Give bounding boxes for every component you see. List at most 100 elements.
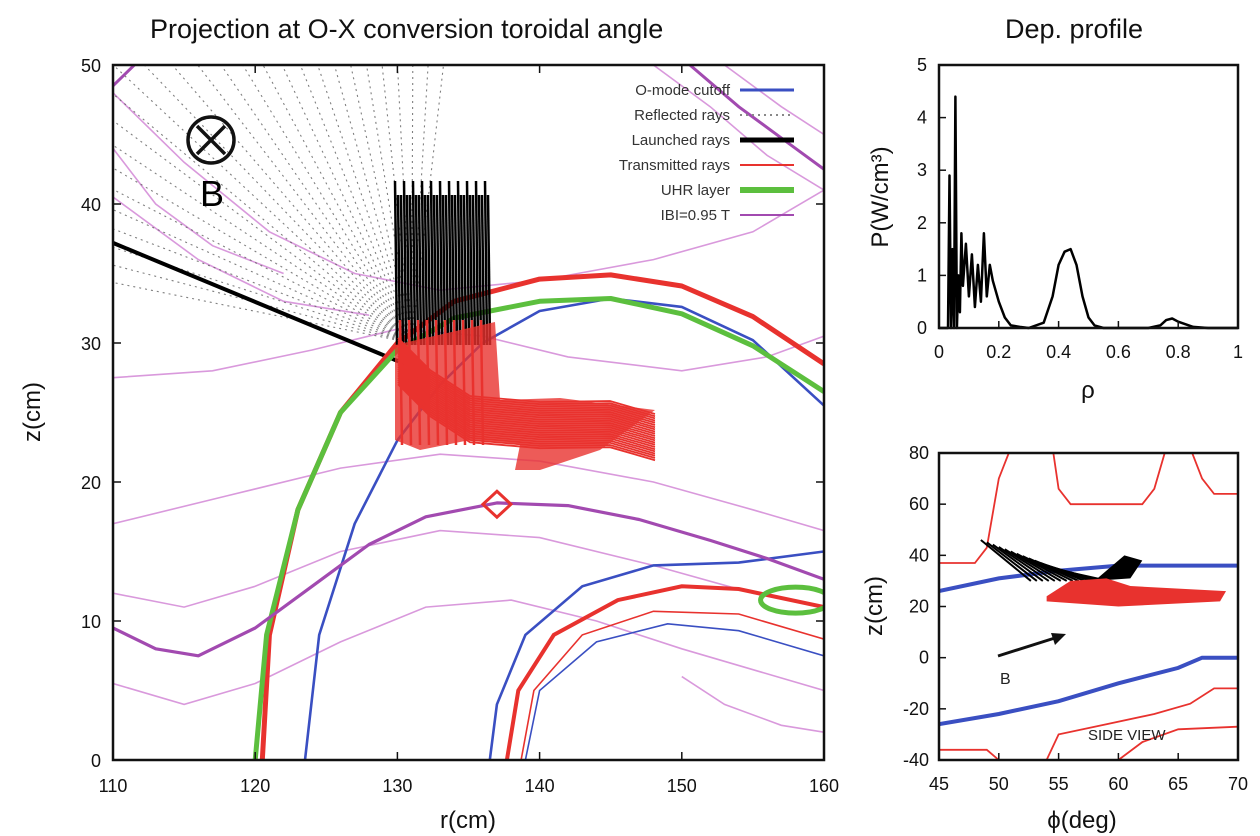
side-b-arrow <box>997 633 1066 658</box>
launched-ray <box>459 194 465 346</box>
launched-rays-bundle <box>393 180 492 346</box>
side-x-tick-label: 50 <box>989 774 1009 794</box>
reflected-ray <box>281 65 413 344</box>
dep-profile-plot: 0 0.2 0.4 0.6 0.8 1 0 1 2 3 4 5 ρ P(W/cm³) <box>867 55 1243 404</box>
launched-ray <box>420 180 426 346</box>
launched-ray <box>471 194 477 346</box>
side-wall-contour <box>939 453 1010 564</box>
reflected-ray <box>113 246 412 344</box>
launched-ray <box>462 194 468 346</box>
side-b-label: B <box>1000 671 1011 688</box>
side-x-tick-label: 60 <box>1108 774 1128 794</box>
reflected-ray <box>113 119 412 344</box>
side-launched-ray <box>992 543 1044 582</box>
legend-label: Reflected rays <box>634 107 730 124</box>
side-y-tick-label: 60 <box>909 494 929 514</box>
side-cutoff-line <box>939 563 1238 594</box>
dep-profile-title: Dep. profile <box>1005 14 1144 44</box>
main-plot-title: Projection at O-X conversion toroidal an… <box>150 14 664 44</box>
side-view-annotation: SIDE VIEW <box>1088 727 1166 744</box>
main-plot-frame <box>111 63 826 762</box>
transmitted-rays-bundle <box>395 319 656 470</box>
reflected-ray <box>113 188 412 344</box>
side-launched-ray <box>980 539 1032 582</box>
reflected-ray <box>262 65 413 344</box>
launched-ray <box>450 194 456 346</box>
launched-ray <box>477 194 483 346</box>
side-launched-rays-fill <box>1094 555 1143 581</box>
side-y-tick-label: 0 <box>919 648 929 668</box>
launched-ray <box>438 180 444 346</box>
main-y-tick-label: 20 <box>81 473 101 493</box>
reflected-ray <box>396 65 413 344</box>
flux-contour-line <box>724 65 824 136</box>
b-field-label: B <box>200 173 224 214</box>
main-y-tick-label: 30 <box>81 334 101 354</box>
dep-x-tick-label: 1 <box>1233 342 1243 362</box>
launched-ray <box>402 180 408 346</box>
launched-ray <box>426 194 432 346</box>
side-view-plot: 45 50 55 60 65 70 -40 -20 0 20 40 60 80 ϕ(deg) z(cm)… <box>861 443 1248 834</box>
launched-ray <box>405 194 411 346</box>
flux-contour-line <box>113 147 284 275</box>
dep-x-tick-label: 0.8 <box>1166 342 1191 362</box>
launched-ray <box>435 194 441 346</box>
main-x-axis-label: r(cm) <box>440 807 496 834</box>
side-y-axis-label: z(cm) <box>861 576 888 636</box>
side-y-tick-label: -40 <box>903 750 929 770</box>
main-x-tick-label: 160 <box>809 776 839 796</box>
side-wall-contour <box>1117 725 1238 760</box>
reflected-ray <box>171 65 413 344</box>
reflected-ray <box>113 93 412 344</box>
side-wall-contour <box>1045 687 1238 760</box>
dep-x-tick-label: 0.6 <box>1106 342 1131 362</box>
o-x-conversion-marker <box>480 489 514 520</box>
dep-y-tick-label: 1 <box>917 265 927 285</box>
main-x-tick-label: 150 <box>667 776 697 796</box>
main-x-tick-label: 120 <box>240 776 270 796</box>
side-x-axis-label: ϕ(deg) <box>1047 807 1116 834</box>
side-x-tick-label: 65 <box>1168 774 1188 794</box>
legend-label: Transmitted rays <box>619 157 730 174</box>
dep-x-axis-label: ρ <box>1081 377 1095 404</box>
dep-x-tick-label: 0.2 <box>986 342 1011 362</box>
launched-ray <box>444 194 450 346</box>
launched-ray <box>417 194 423 346</box>
o-mode-cutoff-inner-2 <box>524 622 824 760</box>
side-y-tick-label: -20 <box>903 699 929 719</box>
reflected-ray <box>113 65 412 344</box>
main-x-tick-label: 130 <box>382 776 412 796</box>
main-y-tick-label: 10 <box>81 612 101 632</box>
transmitted-inner-contour <box>504 584 824 760</box>
launched-ray <box>465 180 471 346</box>
side-x-tick-label: 45 <box>929 774 949 794</box>
dep-plot-frame <box>937 63 1240 330</box>
main-x-tick-label: 110 <box>99 776 128 796</box>
b-field-into-page-symbol <box>186 115 236 165</box>
reflected-ray <box>411 65 429 344</box>
main-x-tick-label: 140 <box>525 776 555 796</box>
launched-ray-line <box>113 241 406 366</box>
side-launched-ray <box>1004 548 1056 582</box>
launched-ray <box>423 194 429 346</box>
launched-ray <box>447 180 453 346</box>
main-legend: O-mode cutoff Reflected rays Launched rays… <box>619 82 794 224</box>
side-transmitted-rays <box>1046 578 1227 607</box>
launched-ray <box>468 194 474 346</box>
reflected-ray <box>220 65 413 344</box>
ibi-contour-curve <box>113 501 824 658</box>
launched-ray <box>483 180 489 346</box>
side-plot-frame <box>937 451 1240 762</box>
launched-ray <box>432 194 438 346</box>
reflected-ray <box>113 228 412 344</box>
launched-ray <box>396 194 402 346</box>
launched-ray <box>414 194 420 346</box>
side-y-tick-label: 40 <box>909 545 929 565</box>
side-wall-contour <box>939 748 1000 760</box>
deposition-profile-curve <box>939 95 1238 330</box>
legend-label: O-mode cutoff <box>635 82 731 99</box>
reflected-ray <box>113 167 412 344</box>
launched-ray <box>399 194 405 346</box>
launched-ray <box>441 194 447 346</box>
main-y-tick-label: 0 <box>91 751 101 771</box>
